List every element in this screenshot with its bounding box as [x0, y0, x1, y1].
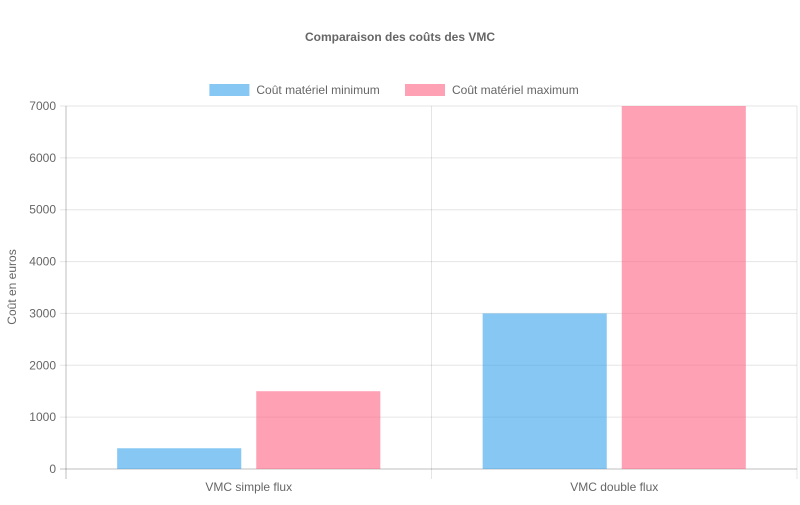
y-tick-label: 3000 — [29, 306, 56, 320]
legend-item-0[interactable]: Coût matériel minimum — [209, 83, 380, 97]
y-tick-label: 6000 — [29, 151, 56, 165]
y-axis-label: Coût en euros — [5, 249, 19, 324]
y-tick-label: 4000 — [29, 255, 56, 269]
legend-item-1[interactable]: Coût matériel maximum — [405, 83, 579, 97]
x-tick-label: VMC double flux — [570, 480, 658, 494]
gridlines — [60, 105, 798, 479]
y-tick-label: 7000 — [29, 99, 56, 113]
y-axis: 0 1000 2000 3000 4000 5000 6000 7000 — [29, 99, 56, 476]
y-tick-label: 1000 — [29, 410, 56, 424]
bar-min-0[interactable] — [117, 448, 242, 469]
legend[interactable]: Coût matériel minimum Coût matériel maxim… — [209, 83, 579, 97]
legend-swatch — [209, 84, 250, 96]
y-tick-label: 2000 — [29, 358, 56, 372]
x-axis: VMC simple flux VMC double flux — [205, 480, 658, 494]
chart-title: Comparaison des coûts des VMC — [305, 30, 495, 44]
legend-label: Coût matériel minimum — [256, 83, 379, 97]
bar-min-1[interactable] — [482, 313, 607, 469]
bar-max-1[interactable] — [621, 106, 746, 469]
bars — [117, 106, 746, 469]
legend-swatch — [405, 84, 445, 96]
bar-max-0[interactable] — [256, 391, 381, 469]
legend-label: Coût matériel maximum — [452, 83, 579, 97]
y-tick-label: 5000 — [29, 203, 56, 217]
x-tick-label: VMC simple flux — [205, 480, 292, 494]
y-tick-label: 0 — [49, 462, 56, 476]
